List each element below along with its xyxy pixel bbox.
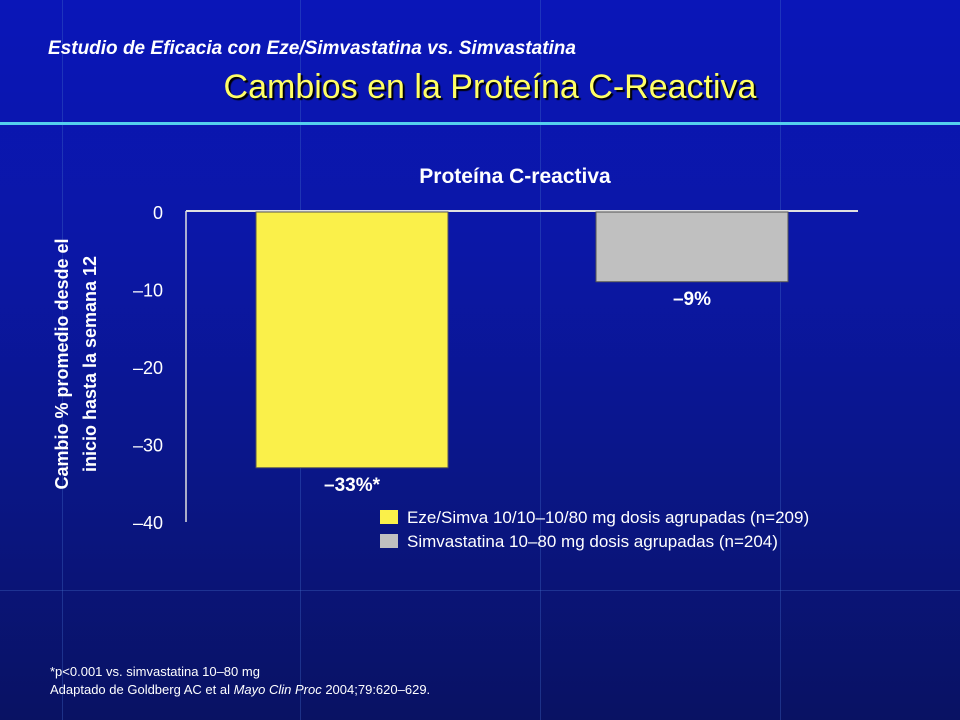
background-grid-line — [62, 0, 63, 720]
y-tick-label: –40 — [133, 513, 163, 533]
chart-title: Proteína C-reactiva — [419, 165, 611, 188]
slide-supertitle: Estudio de Eficacia con Eze/Simvastatina… — [48, 38, 576, 59]
y-axis-ticks: 0 –10 –20 –30 –40 — [133, 203, 163, 533]
source-citation: Adaptado de Goldberg AC et al Mayo Clin … — [50, 682, 430, 697]
y-tick-label: –20 — [133, 358, 163, 378]
legend-swatch-eze-simva — [380, 510, 398, 524]
slide-title: Cambios en la Proteína C-Reactiva — [223, 68, 757, 106]
background-grid-line — [780, 0, 781, 720]
data-label-simvastatina: –9% — [673, 289, 711, 310]
y-axis-label-line-1: Cambio % promedio desde el — [52, 238, 72, 489]
legend-label-eze-simva: Eze/Simva 10/10–10/80 mg dosis agrupadas… — [407, 508, 809, 527]
title-rule — [0, 122, 960, 125]
data-label-eze-simva: –33%* — [324, 475, 381, 496]
data-labels-group: –33%* –9% — [324, 289, 711, 496]
legend-label-simvastatina: Simvastatina 10–80 mg dosis agrupadas (n… — [407, 532, 778, 551]
background-grid-line — [0, 590, 960, 591]
y-tick-label: –10 — [133, 281, 163, 301]
citation-journal: Mayo Clin Proc — [233, 682, 322, 697]
y-axis-label-line-2: inicio hasta la semana 12 — [80, 256, 100, 472]
bar-simvastatina — [595, 211, 789, 283]
y-tick-label: 0 — [153, 203, 163, 223]
legend: Eze/Simva 10/10–10/80 mg dosis agrupadas… — [380, 508, 809, 551]
bars-group — [255, 211, 789, 469]
background-grid-line — [540, 0, 541, 720]
legend-swatch-simvastatina — [380, 534, 398, 548]
bar-eze-simva — [255, 211, 449, 469]
citation-details: 2004;79:620–629. — [321, 682, 431, 697]
citation-authors: Adaptado de Goldberg AC et al — [50, 682, 234, 697]
y-tick-label: –30 — [133, 436, 163, 456]
significance-footnote: *p<0.001 vs. simvastatina 10–80 mg — [50, 664, 260, 679]
